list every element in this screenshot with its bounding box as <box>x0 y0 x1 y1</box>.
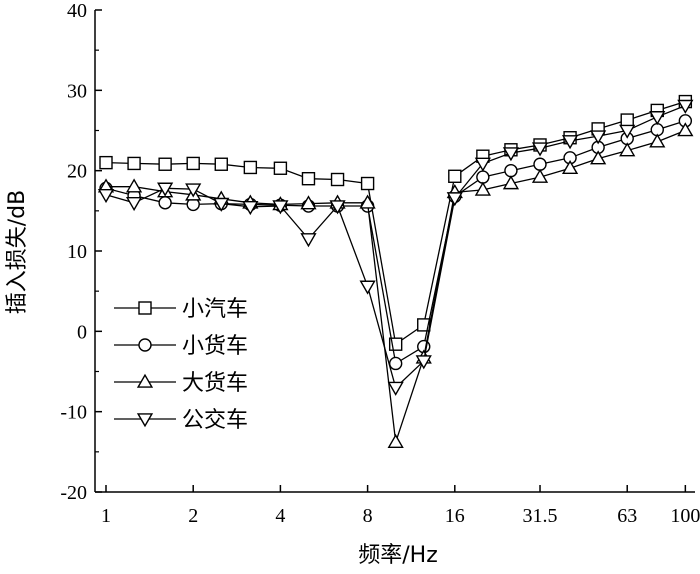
data-point <box>301 171 316 186</box>
y-tick-label: 20 <box>67 161 87 183</box>
x-tick-label: 31.5 <box>523 505 558 527</box>
data-point <box>242 201 259 216</box>
legend-label: 小货车 <box>182 334 248 359</box>
x-tick-label: 4 <box>275 505 285 527</box>
legend-label: 小汽车 <box>182 297 248 322</box>
data-point <box>590 130 607 145</box>
data-point <box>533 157 547 171</box>
data-point <box>677 99 694 114</box>
data-point <box>185 183 202 198</box>
x-tick-label: 16 <box>445 505 465 527</box>
data-point <box>502 175 520 190</box>
legend-marker <box>136 413 154 428</box>
data-point <box>387 433 404 448</box>
data-point <box>677 122 694 137</box>
data-point <box>474 157 491 172</box>
y-tick-label: 10 <box>67 241 87 263</box>
data-point <box>619 142 636 157</box>
data-point <box>359 194 376 209</box>
data-point <box>125 178 143 193</box>
data-point <box>213 197 230 212</box>
legend-item-2: 小货车 <box>114 334 248 359</box>
data-point <box>590 150 607 165</box>
x-tick-label: 100 <box>670 505 700 527</box>
data-point <box>649 133 666 148</box>
series-4 <box>97 99 694 396</box>
y-tick-label: -20 <box>60 482 87 504</box>
data-point <box>99 155 113 170</box>
y-tick-label: 30 <box>67 80 87 102</box>
legend-item-1: 小汽车 <box>114 297 248 322</box>
data-point <box>476 170 490 184</box>
y-tick-label: 0 <box>77 321 87 343</box>
data-point <box>504 163 518 178</box>
data-point <box>300 195 317 210</box>
x-tick-label: 8 <box>363 505 373 527</box>
data-point <box>214 157 228 171</box>
legend-label: 公交车 <box>182 408 248 433</box>
data-point <box>97 188 115 204</box>
data-point <box>446 192 463 207</box>
data-point <box>649 111 666 126</box>
data-point <box>415 355 432 370</box>
data-point <box>243 160 258 175</box>
data-point <box>561 135 579 150</box>
plot-area <box>97 94 694 448</box>
data-point <box>502 147 520 162</box>
data-point <box>620 113 634 127</box>
data-point <box>388 356 403 371</box>
series-3 <box>97 122 694 448</box>
legend-marker <box>138 301 152 315</box>
series-2 <box>99 114 693 371</box>
y-axis-label: 插入损失/dB <box>5 190 30 314</box>
data-point <box>387 381 404 396</box>
data-point <box>561 159 579 175</box>
x-tick-label: 1 <box>101 505 111 527</box>
data-point <box>158 157 172 171</box>
data-point <box>531 142 549 157</box>
legend-item-3: 大货车 <box>114 371 248 396</box>
data-point <box>300 233 317 248</box>
data-point <box>448 169 462 183</box>
x-axis-label: 频率/Hz <box>358 543 438 568</box>
legend-marker <box>136 373 154 388</box>
data-point <box>330 172 345 187</box>
legend-label: 大货车 <box>182 371 248 396</box>
y-tick-label: 40 <box>67 0 87 22</box>
axes: -20 -10 0 10 20 30 40 1 2 4 8 16 31.5 63 100 <box>60 0 700 527</box>
data-point <box>359 280 376 295</box>
y-tick-label: -10 <box>60 402 87 424</box>
x-tick-label: 2 <box>188 505 198 527</box>
data-point <box>619 124 636 139</box>
data-point <box>125 196 143 212</box>
data-point <box>158 196 172 210</box>
data-point <box>186 156 200 171</box>
legend-marker <box>138 338 152 352</box>
data-point <box>474 181 491 196</box>
data-point <box>360 176 375 191</box>
legend-item-4: 公交车 <box>114 408 248 433</box>
data-point <box>273 161 288 175</box>
data-point <box>272 200 289 215</box>
data-point <box>531 168 549 183</box>
x-tick-label: 63 <box>617 505 637 527</box>
data-point <box>127 156 141 171</box>
data-point <box>157 182 174 197</box>
data-point <box>329 200 346 215</box>
